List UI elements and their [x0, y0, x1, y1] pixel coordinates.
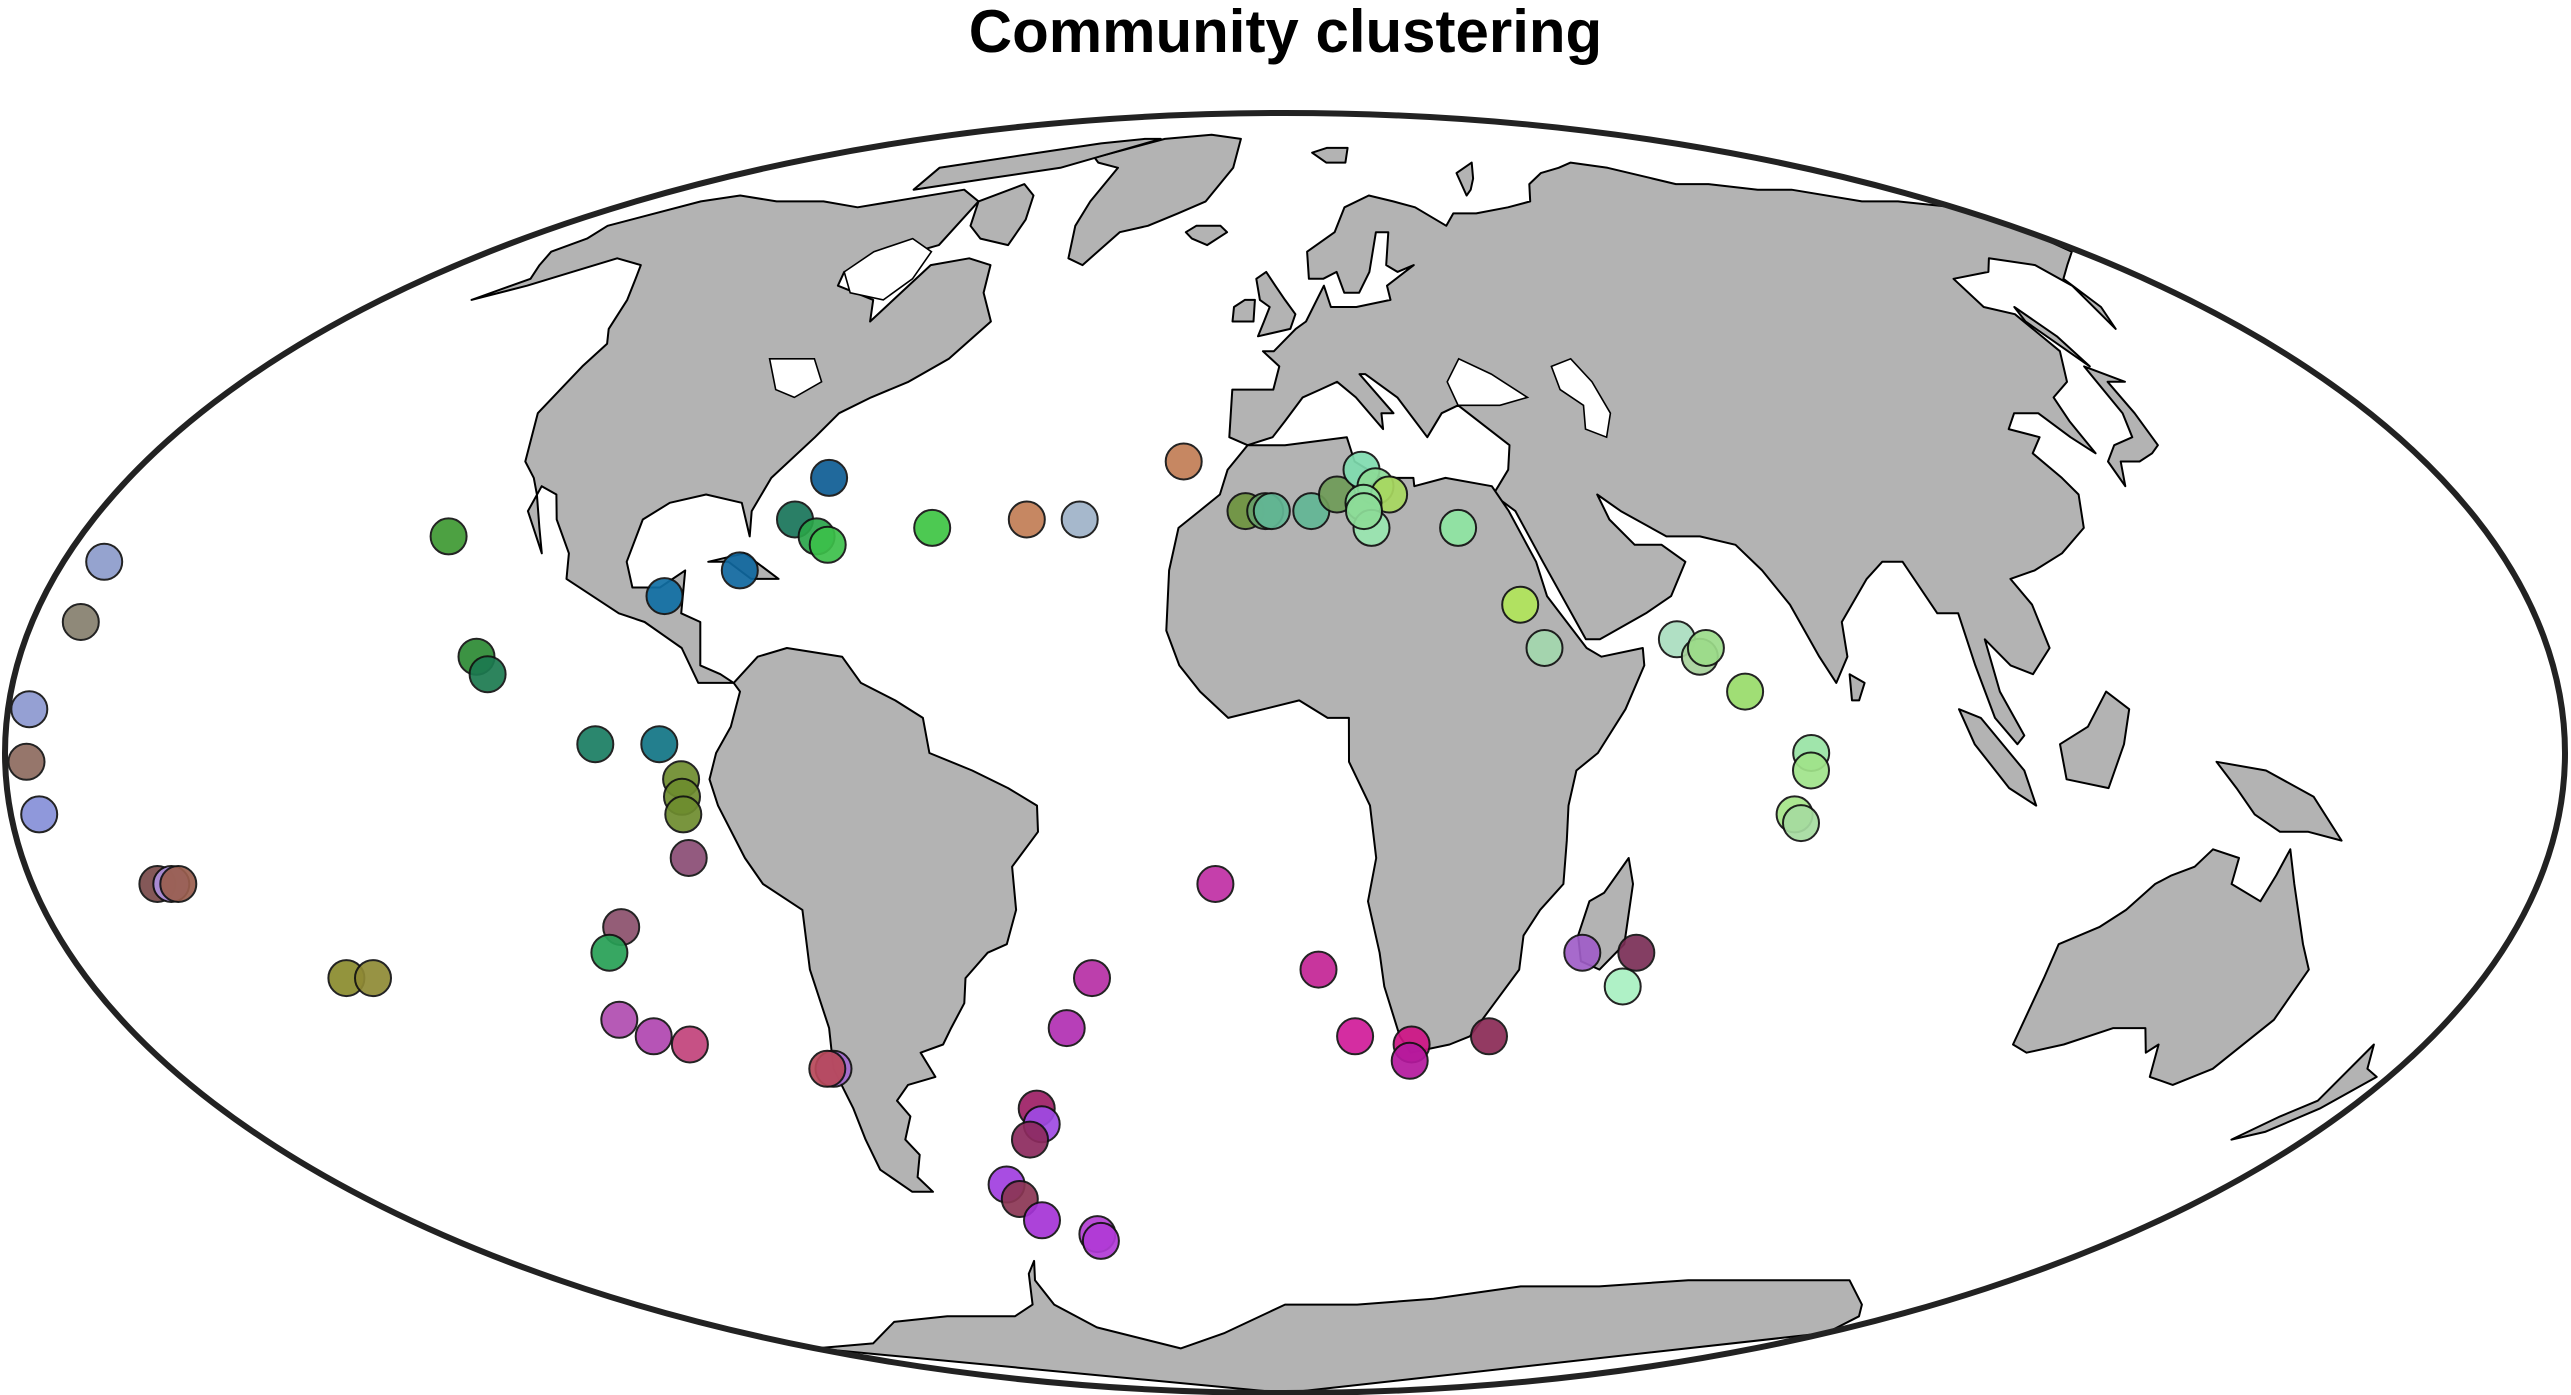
site-marker-19	[669, 839, 708, 877]
site-marker-64	[1617, 933, 1656, 972]
landmass-ireland	[1231, 298, 1256, 323]
site-marker-21	[590, 933, 629, 972]
map-title: Community clustering	[968, 0, 1603, 65]
landmass-antarctica	[814, 1259, 1863, 1393]
site-marker-13	[468, 655, 507, 694]
site-marker-51	[1686, 629, 1725, 667]
site-marker-65	[1603, 967, 1642, 1006]
landmass-sumatra	[1958, 708, 2038, 807]
site-marker-57	[1196, 865, 1235, 903]
site-marker-31	[913, 508, 952, 547]
site-marker-47	[1501, 585, 1540, 624]
water-hudson-bay	[843, 237, 933, 301]
landmass-japan	[2083, 365, 2159, 488]
site-marker-4	[7, 742, 46, 781]
water-black-sea	[1446, 357, 1530, 407]
landmass-europe-asia	[1228, 161, 2117, 746]
site-marker-15	[640, 725, 679, 764]
landmass-new-guinea	[2215, 760, 2343, 842]
site-marker-66	[1073, 959, 1111, 998]
site-marker-22	[600, 1000, 639, 1039]
site-marker-34	[1164, 442, 1203, 481]
site-marker-75	[1023, 1201, 1061, 1240]
site-marker-5	[20, 795, 59, 834]
landmass-australia	[2012, 848, 2310, 1086]
site-marker-3	[10, 690, 49, 729]
site-marker-77	[1081, 1221, 1120, 1260]
site-marker-30	[808, 525, 847, 564]
site-marker-24	[670, 1025, 709, 1064]
site-marker-37	[1252, 492, 1291, 531]
landmass-baffin	[969, 183, 1035, 247]
site-marker-62	[1470, 1017, 1508, 1056]
site-marker-1	[85, 542, 124, 581]
landmass-north-america	[470, 188, 992, 684]
site-marker-59	[1336, 1017, 1375, 1056]
landmass-iceland	[1184, 224, 1229, 247]
landmass-sakhalin	[2013, 306, 2091, 368]
landmass-south-america	[708, 647, 1039, 1193]
site-marker-27	[810, 458, 849, 497]
marker-layer	[7, 442, 1831, 1260]
landmass-svalbard	[1311, 146, 1349, 164]
water-great-lakes	[768, 358, 823, 399]
landmass-new-zealand	[2230, 1043, 2378, 1141]
site-marker-14	[576, 725, 615, 764]
landmass-sri-lanka	[1848, 673, 1866, 702]
site-marker-58	[1299, 950, 1338, 989]
water-caspian-sea	[1550, 357, 1612, 439]
site-marker-52	[1726, 672, 1765, 711]
landmass-arctic-islands	[912, 137, 1162, 191]
site-marker-23	[634, 1017, 673, 1056]
landmass-greenland	[1067, 133, 1242, 267]
landmass-novaya-zemlya	[1455, 161, 1475, 197]
site-marker-61	[1390, 1041, 1429, 1080]
landmass-great-britain	[1255, 270, 1297, 338]
map-border	[2, 110, 2568, 1395]
site-marker-32	[1007, 500, 1046, 539]
landmass-borneo	[2059, 690, 2131, 790]
site-marker-10	[354, 959, 392, 998]
site-marker-69	[808, 1049, 847, 1088]
site-marker-8	[159, 865, 198, 903]
site-marker-33	[1060, 500, 1099, 539]
site-marker-2	[61, 603, 100, 641]
site-marker-48	[1525, 629, 1564, 667]
site-marker-67	[1047, 1009, 1086, 1048]
site-marker-46	[1439, 508, 1478, 547]
site-marker-54	[1792, 751, 1830, 790]
site-marker-45	[1345, 492, 1383, 531]
site-marker-11	[429, 517, 468, 556]
site-marker-56	[1782, 804, 1820, 843]
site-marker-63	[1563, 933, 1602, 972]
site-marker-18	[664, 795, 703, 834]
site-marker-72	[1011, 1120, 1049, 1159]
site-marker-26	[720, 551, 759, 590]
site-marker-25	[645, 577, 684, 616]
